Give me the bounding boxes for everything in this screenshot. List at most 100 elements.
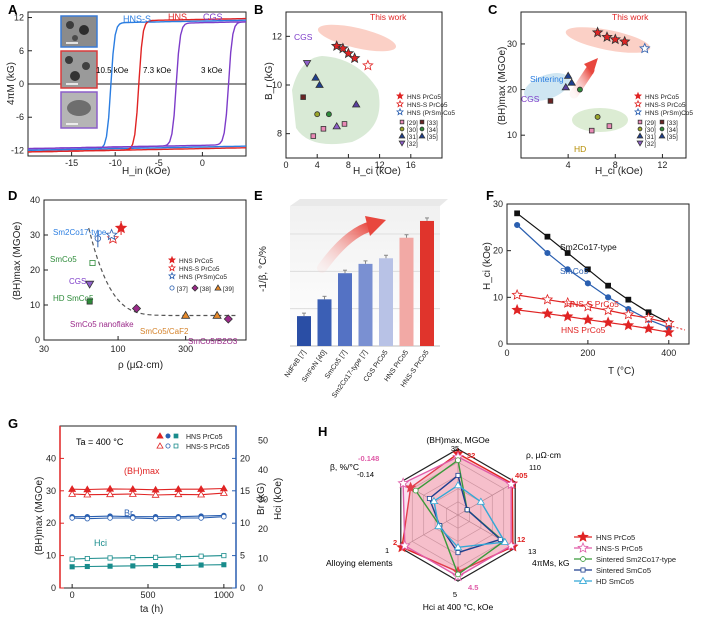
y-tick-label-right: 10: [240, 518, 250, 528]
legend-marker: [419, 126, 425, 132]
data-point: [561, 310, 574, 322]
data-point: [106, 490, 115, 498]
label-hns: HNS: [168, 12, 187, 22]
improvement-arrow-head: [584, 58, 598, 74]
data-point: [180, 310, 191, 319]
data-point: [198, 562, 204, 568]
panel-f-frame: [506, 203, 690, 345]
label-sm2co17: Sm2Co17-type: [53, 228, 107, 237]
data-point: [455, 457, 461, 464]
data-point: [83, 490, 92, 498]
series-line: [516, 212, 670, 324]
y-tick-label-right2: 50: [258, 436, 268, 446]
data-point: [69, 564, 75, 570]
legend-marker: [396, 91, 404, 100]
y-tick-label: 12: [272, 31, 282, 41]
panel-c-ticks: 4 8 12 10 20 30: [507, 39, 667, 170]
y-tick-label: 6: [19, 46, 24, 56]
panel-d-ticks: 30 100 300 0 10 20 30 40: [30, 195, 193, 354]
data-point: [300, 94, 306, 100]
inset-grain: [70, 71, 80, 81]
panel-e-label: E: [254, 188, 263, 203]
radar-axis-labels: (BH)max, MGOe ρ, μΩ·cm 4πMs, kG Hci at 400 …: [326, 435, 570, 612]
legend-marker: [577, 530, 589, 542]
legend-marker: [637, 126, 643, 132]
data-point: [362, 59, 374, 71]
panel-b-ylabel: B_r (kG): [264, 62, 275, 100]
data-point: [591, 26, 604, 38]
x-tick-label: 12: [375, 160, 385, 170]
data-point: [105, 228, 118, 241]
panel-f-ylabel: H_ci (kOe): [482, 242, 493, 290]
axis-label-alloying: Alloying elements: [326, 558, 393, 568]
data-point: [153, 563, 159, 569]
legend-marker: [399, 126, 405, 132]
bar-1: [317, 299, 332, 346]
inset-image-hns: [60, 50, 98, 89]
panel-d-label: D: [8, 188, 17, 203]
data-point: [585, 266, 591, 273]
data-point: [84, 515, 91, 522]
data-point: [314, 111, 321, 118]
data-point: [541, 307, 554, 319]
scale-label: 2: [393, 538, 397, 547]
sintering-label: Sintering: [530, 74, 564, 84]
data-point: [547, 98, 554, 104]
data-point: [152, 515, 159, 522]
legend-marker: [580, 556, 586, 562]
legend-label: [33]: [427, 120, 438, 127]
legend-label: [31]: [407, 134, 418, 141]
y-tick-label: -6: [16, 112, 24, 122]
this-work-label: This work: [370, 12, 407, 22]
data-point: [453, 481, 463, 489]
legend-marker: [398, 132, 406, 139]
panel-f-ticks: 0 200 400 0 10 20 30: [493, 199, 676, 358]
label-sm2co17: Sm2Co17-type: [560, 242, 617, 252]
y-tick-label: 20: [30, 265, 40, 275]
data-point: [663, 326, 675, 338]
data-point: [563, 71, 573, 79]
legend-marker: [165, 443, 171, 449]
data-point: [107, 563, 113, 569]
legend-marker: [419, 119, 425, 125]
y-tick-label: 40: [30, 195, 40, 205]
data-point: [455, 550, 461, 556]
y-tick-label: -12: [11, 145, 24, 155]
legend-label: HNS (PrSm)Co5: [407, 110, 455, 117]
data-point: [404, 481, 417, 493]
data-point: [69, 515, 75, 521]
data-point: [175, 554, 181, 560]
axis-label-bhmax: (BH)max, MGOe: [426, 435, 490, 445]
x-tick-label: 30: [39, 344, 49, 354]
data-point: [221, 553, 227, 559]
hd-region: [572, 108, 628, 132]
panel-c-ylabel: (BH)max (MGOe): [497, 47, 508, 125]
data-point: [69, 556, 75, 562]
legend-label: [39]: [223, 286, 234, 293]
axis-label-rho: ρ, μΩ·cm: [526, 450, 561, 460]
x-tick-label: 8: [346, 160, 351, 170]
label-hns: HNS PrCo5: [561, 325, 606, 335]
legend-marker: [156, 442, 164, 449]
legend-marker: [634, 107, 642, 116]
legend-label: [30]: [645, 127, 656, 134]
data-point: [212, 310, 222, 319]
data-point: [605, 282, 611, 289]
panel-f-series: [511, 210, 686, 338]
data-point: [175, 563, 181, 569]
data-point: [455, 571, 461, 578]
data-point: [337, 42, 349, 54]
bar-3: [358, 263, 373, 346]
y-tick-label: 12: [14, 13, 24, 23]
legend-marker: [637, 119, 643, 125]
label-caf2: SmCo5/CaF2: [140, 327, 189, 336]
data-point: [564, 250, 571, 256]
legend-label: HNS PrCo5: [596, 533, 635, 542]
panel-d: D 30 100 300 0 10 20 30 40 Sm2Co17-type SmCo5 C…: [8, 188, 247, 371]
panel-g-xlabel: ta (h): [140, 604, 163, 615]
legend-marker: [577, 541, 589, 553]
panel-g-title: Ta = 400 °C: [76, 437, 124, 447]
legend-marker: [168, 271, 176, 280]
data-point: [302, 60, 312, 68]
